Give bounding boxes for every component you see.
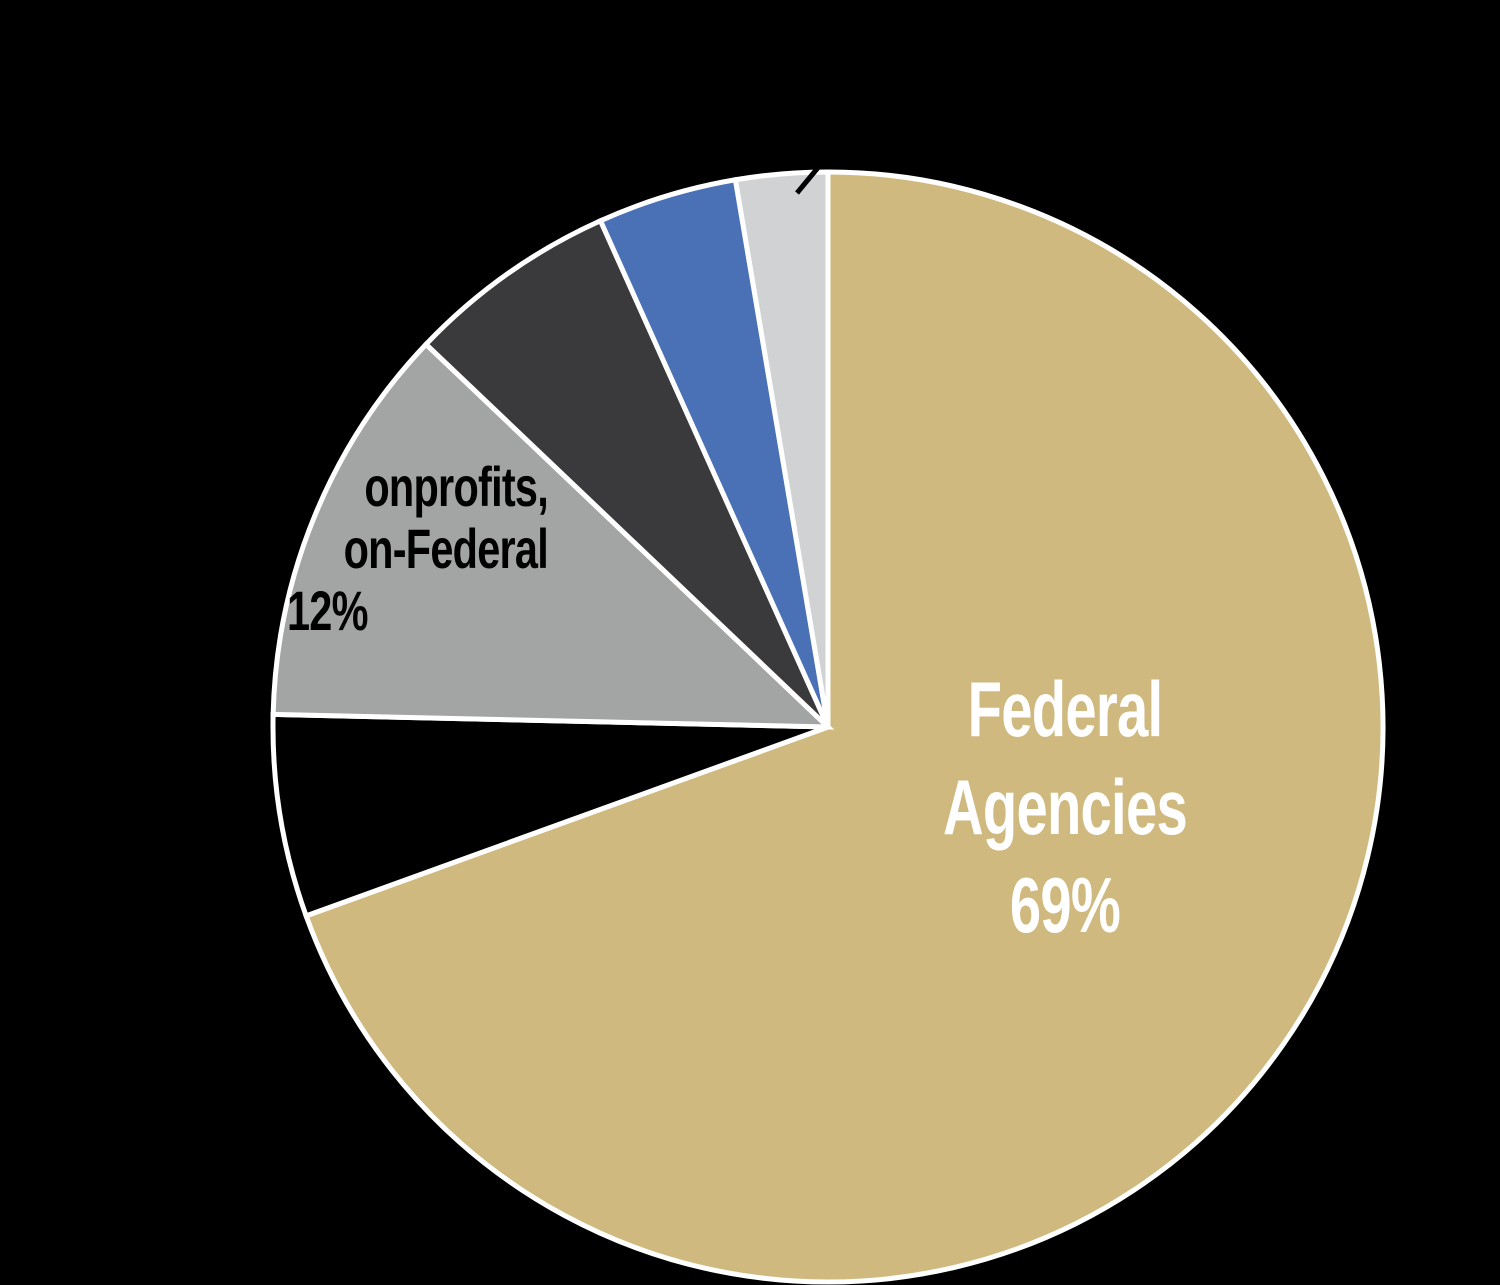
label-line: Agencies [943, 763, 1188, 851]
leader-line [795, 156, 828, 195]
slice-label-nonprofits: onprofits, on-Federal 12% [150, 456, 690, 642]
label-line: on-Federal [343, 517, 549, 580]
pie-slice-black [270, 711, 829, 920]
label-percent: 69% [1009, 861, 1121, 949]
label-percent: 12% [287, 579, 368, 642]
pie-slice-darkgray [422, 217, 831, 729]
label-line: onprofits, [364, 455, 548, 518]
pie-slices [270, 169, 1386, 1285]
pie-slice-federal [302, 169, 1386, 1285]
pie-slice-lightgray [732, 169, 831, 728]
label-line: Federal [967, 665, 1163, 753]
pie-slice-nonprofits [270, 340, 835, 730]
